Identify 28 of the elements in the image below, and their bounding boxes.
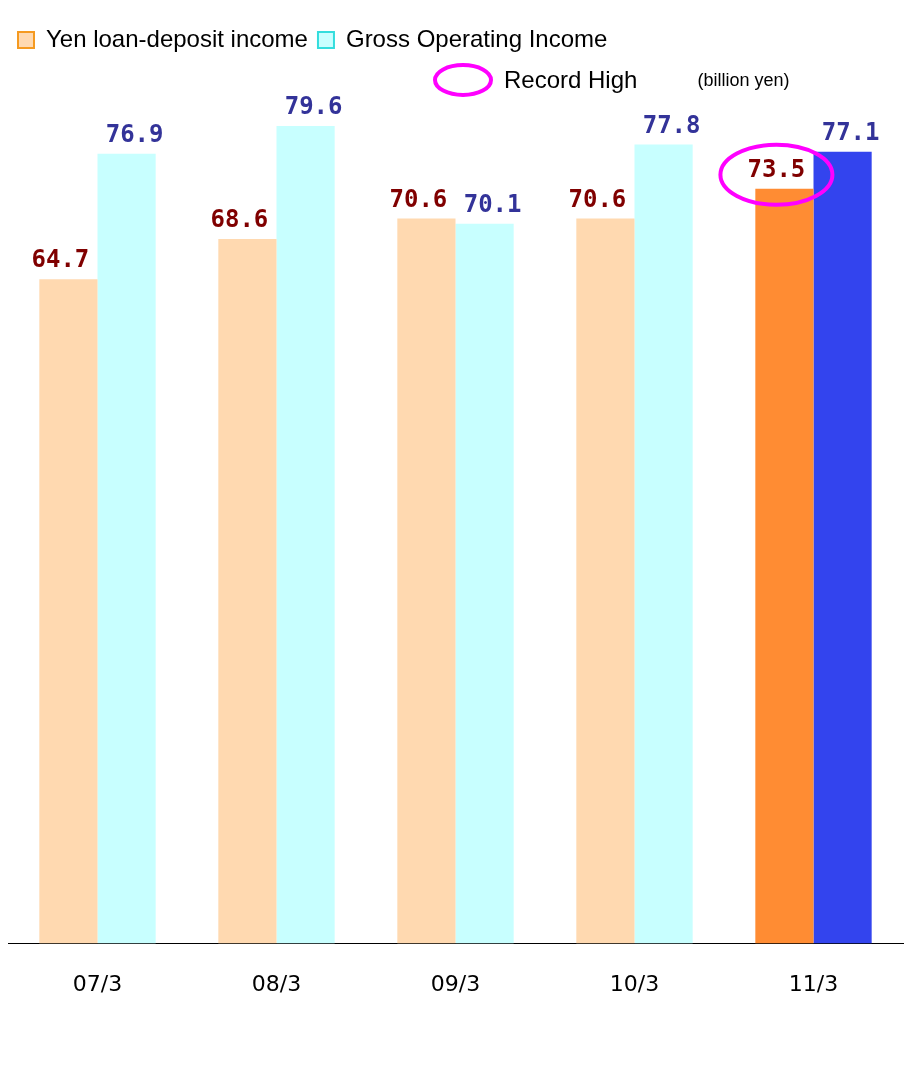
data-label: 79.6: [284, 92, 343, 121]
data-label: 70.6: [389, 184, 448, 213]
x-tick-label: 08/3: [251, 970, 302, 996]
data-label: 73.5: [747, 154, 806, 183]
text: (billion yen): [697, 69, 790, 91]
data-label: 77.1: [821, 118, 880, 147]
data-label: 70.6: [568, 184, 627, 213]
bar: [455, 223, 514, 944]
bar: [397, 218, 456, 944]
bar: [634, 144, 693, 944]
x-tick-label: 07/3: [72, 970, 123, 996]
bar: [576, 218, 635, 944]
data-label: 70.1: [463, 189, 522, 218]
bar: [276, 126, 335, 944]
bar: [813, 151, 872, 944]
x-tick-label: 10/3: [609, 970, 660, 996]
data-label: 77.8: [642, 110, 701, 139]
data-label: 76.9: [105, 120, 164, 149]
bar: [39, 279, 98, 944]
x-tick-label: 11/3: [788, 970, 839, 996]
data-label: 64.7: [31, 245, 90, 274]
data-label: 68.6: [210, 205, 269, 234]
bar: [97, 153, 156, 944]
legend-label: Gross Operating Income: [345, 24, 608, 52]
text: Record High: [504, 66, 638, 94]
x-tick-label: 09/3: [430, 970, 481, 996]
legend-label: Yen loan-deposit income: [46, 24, 308, 52]
bar: [218, 239, 277, 944]
